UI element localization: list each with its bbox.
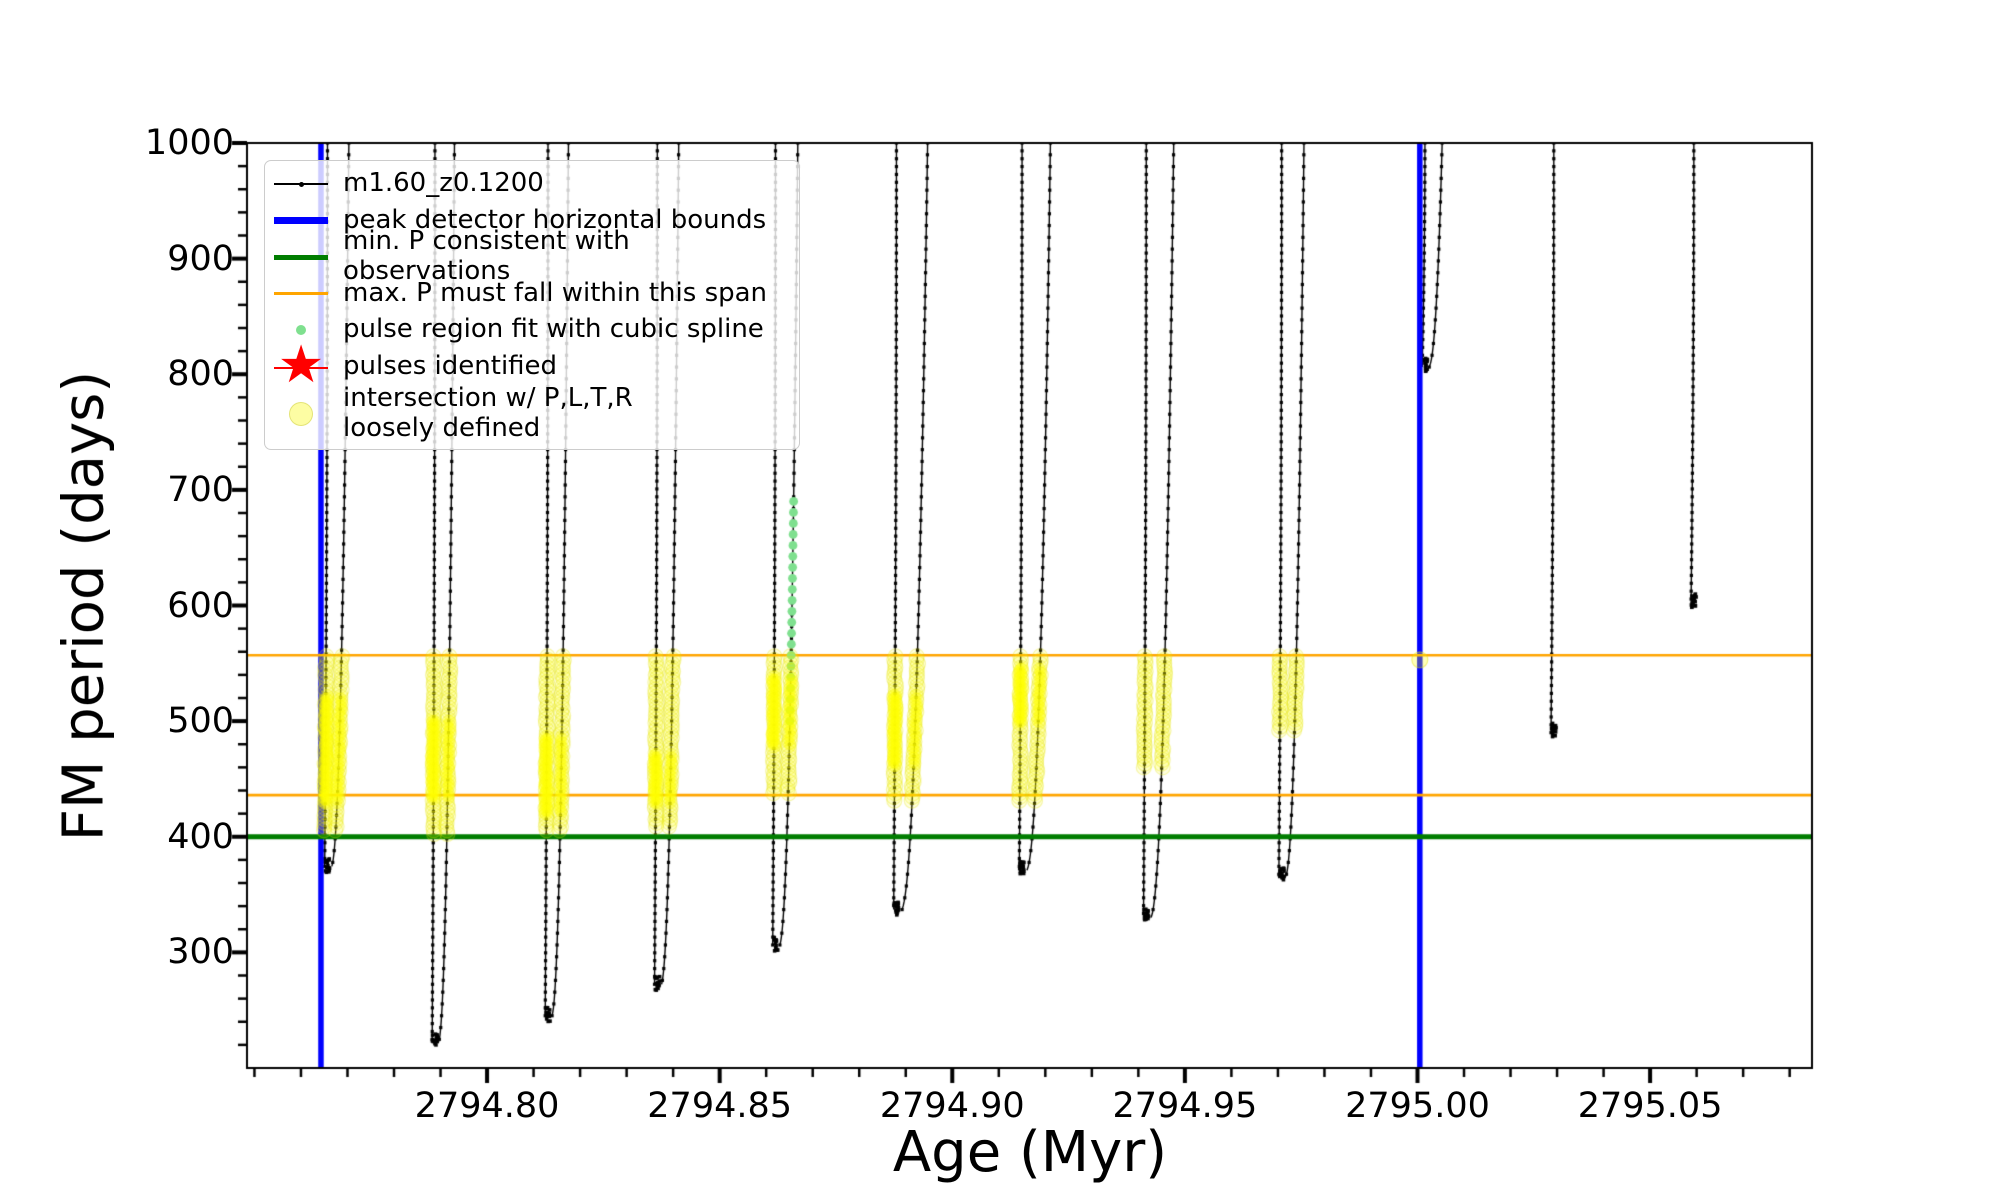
y-tick-label: 1000 xyxy=(144,123,234,163)
red-star-icon: ★ xyxy=(265,339,337,391)
orange-line-swatch-icon xyxy=(265,292,337,296)
legend-label: min. P consistent with observations xyxy=(343,226,630,287)
line-with-dot-swatch-icon xyxy=(265,181,337,187)
legend-label: intersection w/ P,L,T,R loosely defined xyxy=(343,383,633,443)
legend-item-track: m1.60_z0.1200 xyxy=(265,166,799,203)
legend-item-max-p: max. P must fall within this span xyxy=(265,276,799,313)
legend-item-peak-bounds: peak detector horizontal bounds xyxy=(265,203,799,240)
y-tick-label: 900 xyxy=(167,238,234,279)
legend-label: max. P must fall within this span xyxy=(343,277,768,308)
x-tick-label: 2794.85 xyxy=(647,1086,793,1126)
legend-item-min-p: min. P consistent with observations xyxy=(265,226,799,286)
blue-line-swatch-icon xyxy=(265,217,337,225)
y-tick-label: 600 xyxy=(167,585,234,626)
x-tick-label: 2795.05 xyxy=(1577,1086,1723,1126)
legend-label: peak detector horizontal bounds xyxy=(343,204,767,235)
y-tick-label: 500 xyxy=(167,701,234,742)
legend-item-spline: pulse region fit with cubic spline xyxy=(265,312,799,349)
green-dot-swatch-icon xyxy=(265,325,337,336)
y-tick-label: 400 xyxy=(167,816,234,857)
legend-label: pulse region fit with cubic spline xyxy=(343,314,764,345)
x-tick-label: 2794.80 xyxy=(414,1086,560,1126)
y-tick-label: 700 xyxy=(167,469,234,510)
x-axis-label: Age (Myr) xyxy=(892,1120,1168,1185)
x-tick-label: 2795.00 xyxy=(1345,1086,1490,1126)
legend-label: pulses identified xyxy=(343,350,558,381)
x-tick-label: 2794.95 xyxy=(1112,1086,1258,1126)
legend-item-intersection: intersection w/ P,L,T,R loosely defined xyxy=(265,383,799,443)
y-tick-label: 800 xyxy=(167,354,234,395)
legend: m1.60_z0.1200 peak detector horizontal b… xyxy=(264,160,800,450)
legend-label: m1.60_z0.1200 xyxy=(343,168,544,199)
legend-item-pulses: ★ pulses identified xyxy=(265,339,799,391)
x-tick-label: 2794.90 xyxy=(879,1086,1025,1126)
y-tick-label: 300 xyxy=(167,932,234,973)
pale-yellow-dot-swatch-icon xyxy=(265,402,337,426)
green-line-swatch-icon xyxy=(265,254,337,260)
